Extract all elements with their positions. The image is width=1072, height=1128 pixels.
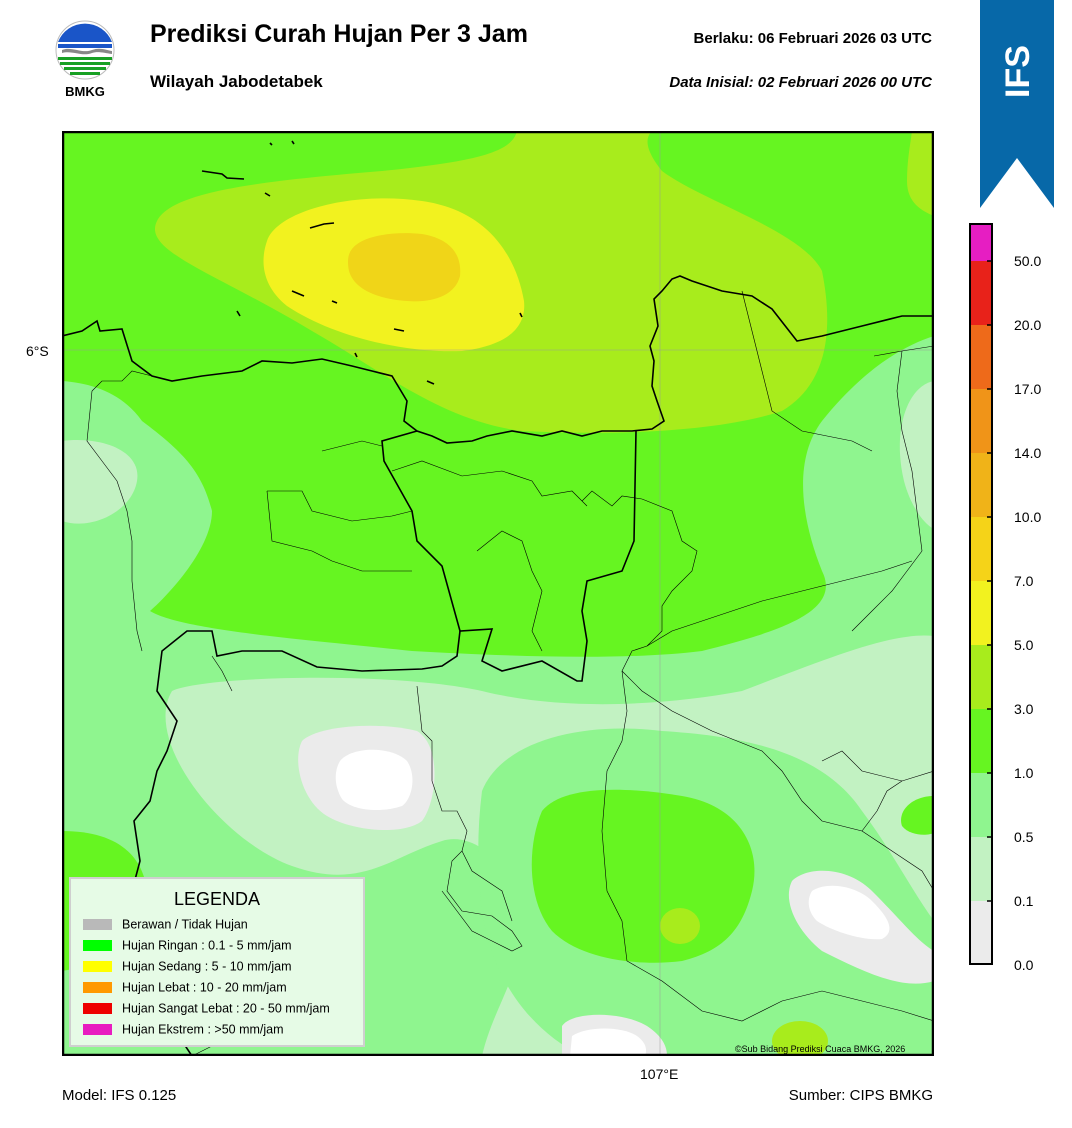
colorbar-segment	[969, 773, 993, 837]
colorbar-segment	[969, 837, 993, 901]
initial-data-time: Data Inisial: 02 Februari 2026 00 UTC	[669, 74, 932, 91]
colorbar-label: 1.0	[1014, 765, 1034, 781]
svg-text:IFS: IFS	[999, 45, 1037, 98]
latitude-label: 6°S	[26, 343, 49, 359]
colorbar-label: 0.1	[1014, 893, 1034, 909]
copyright-note: ©Sub Bidang Prediksi Cuaca BMKG, 2026	[735, 1044, 906, 1054]
legend-label: Hujan Sedang : 5 - 10 mm/jam	[122, 959, 292, 974]
rain-zone-3-5-corner	[907, 131, 934, 216]
rain-zone-0.1-0.5	[62, 440, 138, 524]
colorbar-segment	[969, 901, 993, 965]
page-subtitle: Wilayah Jabodetabek	[150, 72, 323, 91]
source-label: Sumber: CIPS BMKG	[788, 1087, 933, 1104]
map-frame	[62, 131, 934, 1056]
legend-item: Berawan / Tidak Hujan	[83, 917, 248, 932]
colorbar-label: 50.0	[1014, 253, 1042, 269]
bmkg-logo-icon	[55, 20, 115, 80]
colorbar	[969, 223, 993, 965]
district-boundaries	[86, 290, 934, 1056]
colorbar-segment	[969, 389, 993, 453]
legend-swatch	[83, 982, 112, 994]
valid-time: Berlaku: 06 Februari 2026 03 UTC	[693, 30, 932, 47]
legend-label: Hujan Lebat : 10 - 20 mm/jam	[122, 980, 287, 995]
colorbar-label: 17.0	[1014, 381, 1042, 397]
rainfall-map	[62, 131, 934, 1056]
colorbar-segment	[969, 261, 993, 325]
legend-label: Hujan Ekstrem : >50 mm/jam	[122, 1022, 284, 1037]
no-rain-zone	[335, 749, 413, 811]
legend-swatch	[83, 961, 112, 973]
colorbar-label: 0.0	[1014, 957, 1034, 973]
no-rain-zone-south	[570, 1028, 647, 1056]
model-label: Model: IFS 0.125	[62, 1087, 177, 1104]
rain-spot-3-5-south	[772, 1021, 828, 1056]
colorbar-frame	[969, 223, 993, 965]
rain-zone-7-10	[348, 233, 461, 302]
thousand-islands	[201, 140, 523, 385]
ribbon-label: IFS	[999, 45, 1037, 98]
colorbar-segment	[969, 581, 993, 645]
rain-zone-1-3-south	[531, 789, 755, 963]
coastline	[62, 275, 934, 444]
legend-title: LEGENDA	[173, 889, 261, 909]
legend-item: Hujan Sedang : 5 - 10 mm/jam	[83, 959, 292, 974]
legend-swatch	[83, 940, 112, 952]
legend-item: Hujan Ekstrem : >50 mm/jam	[83, 1022, 284, 1037]
legend-swatch	[83, 1024, 112, 1036]
legend-swatch	[83, 919, 112, 931]
colorbar-segment	[969, 645, 993, 709]
colorbar-segment	[969, 709, 993, 773]
colorbar-segment	[969, 517, 993, 581]
colorbar-label: 14.0	[1014, 445, 1042, 461]
legend-label: Berawan / Tidak Hujan	[122, 917, 248, 932]
legend-item: Hujan Lebat : 10 - 20 mm/jam	[83, 980, 287, 995]
colorbar-label: 3.0	[1014, 701, 1034, 717]
legend-swatch	[83, 1003, 112, 1015]
ifs-ribbon-icon	[980, 0, 1054, 208]
colorbar-label: 5.0	[1014, 637, 1034, 653]
colorbar-segment	[969, 223, 993, 261]
logo-text: BMKG	[65, 84, 105, 99]
longitude-label: 107°E	[640, 1066, 679, 1082]
colorbar-label: 7.0	[1014, 573, 1034, 589]
legend-label: Hujan Ringan : 0.1 - 5 mm/jam	[122, 938, 292, 953]
rain-zone-1-3-east	[901, 796, 934, 835]
legend-label: Hujan Sangat Lebat : 20 - 50 mm/jam	[122, 1001, 330, 1016]
legend-item: Hujan Sangat Lebat : 20 - 50 mm/jam	[83, 1001, 330, 1016]
legend-box: LEGENDA Berawan / Tidak Hujan Hujan Ringa…	[69, 877, 365, 1047]
colorbar-segment	[969, 453, 993, 517]
rain-zone-0.1-0.5-east	[899, 381, 934, 529]
page-title: Prediksi Curah Hujan Per 3 Jam	[150, 20, 528, 48]
no-rain-zone-east	[808, 885, 890, 940]
colorbar-label: 0.5	[1014, 829, 1034, 845]
colorbar-label: 10.0	[1014, 509, 1042, 525]
colorbar-label: 20.0	[1014, 317, 1042, 333]
legend-item: Hujan Ringan : 0.1 - 5 mm/jam	[83, 938, 292, 953]
colorbar-segment	[969, 325, 993, 389]
province-boundary-west	[131, 630, 461, 1056]
rain-spot-3-5	[660, 908, 700, 944]
